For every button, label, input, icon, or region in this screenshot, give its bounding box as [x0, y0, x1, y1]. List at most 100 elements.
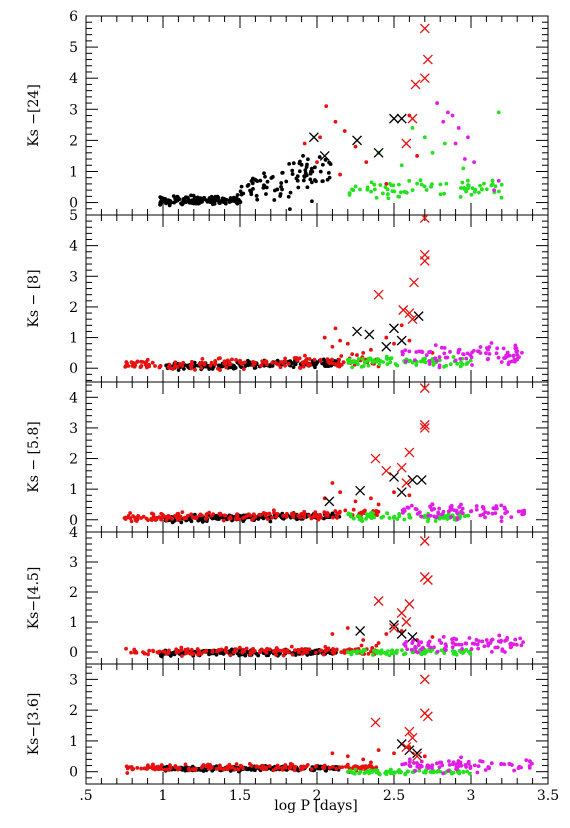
red-point [293, 764, 298, 769]
red-point [135, 766, 140, 770]
magenta-point [407, 757, 412, 762]
red-point [161, 649, 166, 654]
red-point [199, 365, 204, 370]
magenta-point [417, 510, 422, 515]
black-point [320, 179, 325, 184]
green-point [397, 182, 401, 187]
red-point [312, 514, 317, 519]
magenta-point [527, 764, 532, 768]
red-point [216, 648, 221, 652]
red-point [228, 653, 233, 658]
black-point [180, 200, 185, 205]
red-point [278, 365, 283, 370]
y-ticks: 0 1 2 3 4 5 [69, 208, 548, 381]
red-point [157, 515, 161, 520]
red-point [252, 361, 257, 366]
black-point [214, 652, 219, 657]
red-point [270, 515, 274, 520]
red-point [272, 510, 276, 515]
red-point [309, 767, 314, 772]
magenta-point [459, 509, 463, 514]
green-point [385, 187, 390, 192]
magenta-point [486, 765, 491, 769]
black-cross-cross-marker [389, 620, 399, 630]
green-point [390, 648, 395, 653]
panel-4: 0 1 2 3 4 Ks−[4.5] [26, 525, 549, 665]
red-point [330, 751, 335, 756]
red-point [261, 766, 265, 771]
black-point [301, 153, 305, 158]
magenta-point [435, 649, 440, 654]
red-point [331, 646, 335, 651]
red-point [141, 514, 146, 519]
y-tick-label: 1 [69, 331, 78, 347]
magenta-point [474, 507, 479, 512]
red-point [364, 160, 369, 165]
magenta-point [515, 352, 520, 357]
green-point [435, 769, 439, 774]
magenta-point [468, 509, 473, 514]
black-point [218, 201, 222, 206]
red-point [422, 754, 427, 759]
black-point [303, 168, 308, 173]
magenta-point [464, 641, 469, 646]
red-point [270, 360, 275, 365]
y-tick-label: 5 [69, 208, 78, 224]
red-point [415, 154, 419, 158]
magenta-point [439, 345, 444, 350]
magenta-point [437, 765, 442, 770]
red-point [147, 648, 152, 653]
red-point [210, 648, 215, 653]
black-cross-cross-marker [396, 335, 407, 346]
black-cross-cross-marker [396, 487, 407, 498]
magenta-point [472, 763, 477, 768]
red-point [209, 360, 214, 365]
red-point [263, 359, 268, 364]
red-point [333, 509, 338, 513]
red-point [259, 363, 264, 368]
magenta-point [484, 638, 489, 642]
magenta-point [404, 359, 408, 364]
black-point [254, 178, 258, 183]
green-point [423, 360, 428, 365]
black-cross-cross-marker [416, 474, 427, 485]
red-point [149, 511, 154, 516]
red-cross-cross-marker [401, 742, 412, 753]
green-point [404, 190, 409, 195]
green-point [391, 771, 395, 776]
red-point [374, 511, 379, 516]
green-point [407, 512, 411, 517]
magenta-point [402, 507, 406, 512]
magenta-point [419, 349, 423, 354]
red-point [123, 515, 128, 520]
green-point [459, 360, 463, 365]
magenta-point [409, 647, 414, 652]
red-point [223, 647, 228, 652]
x-tick-label: 1 [159, 788, 168, 804]
red-point [200, 764, 205, 769]
red-point [303, 353, 307, 358]
green-point [364, 769, 369, 774]
magenta-point [460, 646, 464, 651]
black-point [198, 199, 203, 204]
red-point [224, 365, 229, 370]
magenta-point [528, 759, 532, 764]
x-axis-label: log P [days] [274, 798, 358, 814]
black-point [325, 177, 330, 182]
green-point [353, 767, 358, 772]
red-cross-cross-marker [419, 536, 430, 546]
red-point [286, 361, 291, 366]
red-point [334, 647, 339, 652]
red-point [342, 129, 347, 133]
magenta-point [432, 645, 436, 650]
magenta-point [496, 355, 501, 360]
red-point [301, 764, 306, 769]
red-point [314, 764, 318, 768]
magenta-point [499, 762, 503, 767]
red-point [332, 362, 337, 366]
red-point [329, 361, 334, 366]
x-tick-label: 2 [313, 788, 322, 804]
red-point [374, 643, 379, 648]
black-point [284, 179, 289, 184]
red-point [337, 765, 342, 770]
